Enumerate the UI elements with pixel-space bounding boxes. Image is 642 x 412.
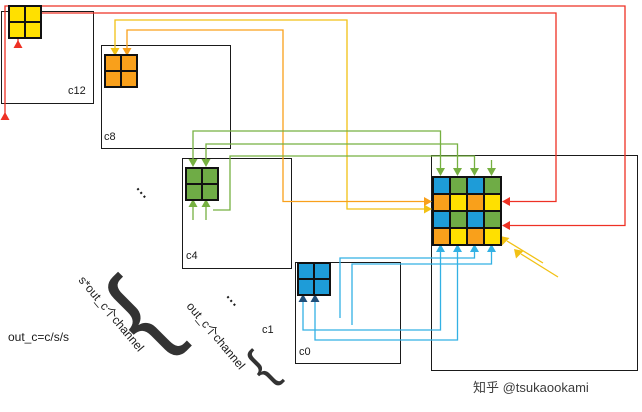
label-c0: c0 (299, 346, 311, 358)
arrowhead-up-icon (470, 244, 479, 252)
grid-cell (105, 55, 121, 71)
yellow-wire (506, 240, 544, 264)
grid-cell (105, 71, 121, 87)
grid-cell (314, 263, 330, 279)
grid-cell (298, 279, 314, 295)
grid-cell (433, 177, 450, 194)
grid-cell (484, 228, 501, 245)
c12-grid (8, 5, 42, 39)
grid-cell (467, 228, 484, 245)
arrowhead-up-icon (13, 40, 23, 48)
grid-cell (433, 194, 450, 211)
label-c12: c12 (68, 85, 86, 97)
formula-out-c: out_c=c/s/s (8, 330, 70, 344)
arrowhead-up-icon (487, 244, 496, 252)
arrowhead-up-icon (436, 244, 445, 252)
box-c0 (295, 262, 401, 364)
grid-cell (9, 22, 25, 38)
green-wire (213, 155, 476, 211)
grid-cell (433, 228, 450, 245)
yellow-wire (114, 19, 424, 210)
arrowhead-upleft-icon (514, 249, 524, 259)
grid-cell (484, 211, 501, 228)
arrowhead-right-icon (424, 204, 432, 214)
grid-cell (298, 263, 314, 279)
grid-cell (121, 55, 137, 71)
grid-cell (450, 211, 467, 228)
arrowhead-down-icon (453, 168, 462, 176)
grid-cell (202, 168, 218, 184)
box-output (431, 155, 638, 371)
arrowhead-down-icon (122, 48, 132, 56)
output-grid (432, 176, 502, 246)
wire-lines (4, 5, 626, 341)
box-c12 (1, 11, 94, 104)
arrowhead-left-icon (502, 197, 510, 206)
grid-cell (484, 177, 501, 194)
grid-cell (9, 6, 25, 22)
arrowhead-left-icon (502, 221, 510, 230)
grid-cell (25, 6, 41, 22)
grid-cell (467, 177, 484, 194)
label-c1: c1 (262, 324, 274, 336)
arrowhead-up-icon (188, 199, 198, 207)
arrowhead-up-icon (201, 199, 211, 207)
green-wire (192, 130, 442, 168)
arrowhead-down-icon (110, 48, 120, 56)
orange-wire (126, 29, 424, 203)
grid-cell (450, 194, 467, 211)
grid-cell (121, 71, 137, 87)
grid-cell (467, 211, 484, 228)
arrowhead-down-icon (436, 168, 445, 176)
cyan-wire (351, 252, 493, 325)
arrowhead-up-icon (310, 294, 320, 302)
grid-cell (484, 194, 501, 211)
label-c4: c4 (186, 250, 198, 262)
grid-cell (186, 184, 202, 200)
yellow-wire (520, 253, 559, 278)
arrowhead-upleft-icon (500, 236, 510, 246)
grid-cell (25, 22, 41, 38)
grid-cell (433, 211, 450, 228)
arrowhead-up-icon (453, 244, 462, 252)
cyan-wire (302, 252, 442, 331)
box-c4 (182, 158, 292, 269)
arrowhead-down-icon (201, 159, 211, 167)
grid-cell (450, 228, 467, 245)
arrowhead-up-icon (298, 294, 308, 302)
box-c8 (101, 45, 231, 149)
arrowheads (0, 40, 524, 302)
label-c8: c8 (104, 131, 116, 143)
arrowhead-right-icon (424, 197, 432, 206)
c8-grid (104, 54, 138, 88)
arrowhead-up-icon (0, 112, 10, 120)
red-wire (4, 5, 626, 227)
cyan-wire (314, 252, 459, 341)
grid-cell (314, 279, 330, 295)
arrowhead-down-icon (470, 168, 479, 176)
c4-grid (185, 167, 219, 201)
grid-cell (186, 168, 202, 184)
arrowhead-down-icon (188, 159, 198, 167)
watermark: 知乎 @tsukaookami (473, 380, 589, 395)
cyan-wire (339, 252, 476, 318)
grid-cell (450, 177, 467, 194)
grid-cell (202, 184, 218, 200)
arrowhead-down-icon (487, 168, 496, 176)
grid-cell (467, 194, 484, 211)
c0-grid (297, 262, 331, 296)
